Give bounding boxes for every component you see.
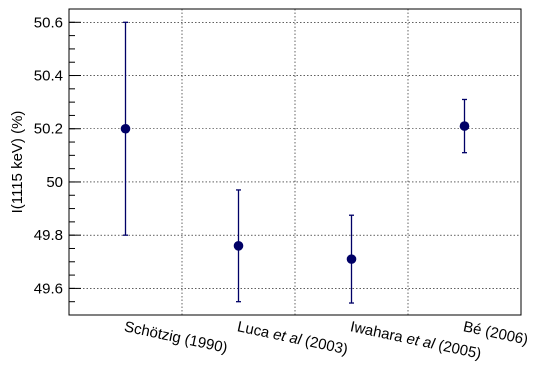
y-tick-label: 50	[46, 174, 63, 191]
y-axis: 49.6 49.8 50 50.2 50.4 50.6	[34, 8, 81, 316]
plot-frame	[68, 8, 522, 316]
x-category-label-part: et al	[405, 330, 437, 353]
x-category-label-part: Schötzig (1990)	[123, 318, 229, 356]
x-category-label-part: (2005)	[433, 336, 483, 363]
data-point	[233, 241, 244, 251]
x-axis: Schötzig (1990) Luca et al (2003) Iwahara …	[123, 318, 530, 362]
y-tick-label: 50.2	[34, 121, 63, 138]
data-point	[459, 121, 470, 131]
x-category-label-part: (2003)	[299, 332, 349, 359]
data-point	[120, 123, 131, 134]
grid-lines	[69, 9, 521, 315]
x-category-label: Iwahara et al (2005)	[349, 318, 483, 362]
data-point	[346, 254, 357, 264]
x-category-label: Schötzig (1990)	[123, 318, 229, 356]
data-marks	[120, 21, 470, 304]
y-tick-label: 50.6	[34, 14, 63, 31]
x-category-label-part: Luca	[236, 318, 275, 342]
x-category-label-part: et al	[272, 326, 304, 349]
x-category-label-part: Iwahara	[349, 318, 409, 347]
y-tick-label: 49.8	[34, 227, 63, 244]
y-axis-label: I(1115 keV) (%)	[9, 111, 26, 214]
x-category-label: Luca et al (2003)	[236, 318, 350, 358]
y-tick-label: 50.4	[34, 68, 63, 85]
y-tick-label: 49.6	[34, 280, 63, 297]
